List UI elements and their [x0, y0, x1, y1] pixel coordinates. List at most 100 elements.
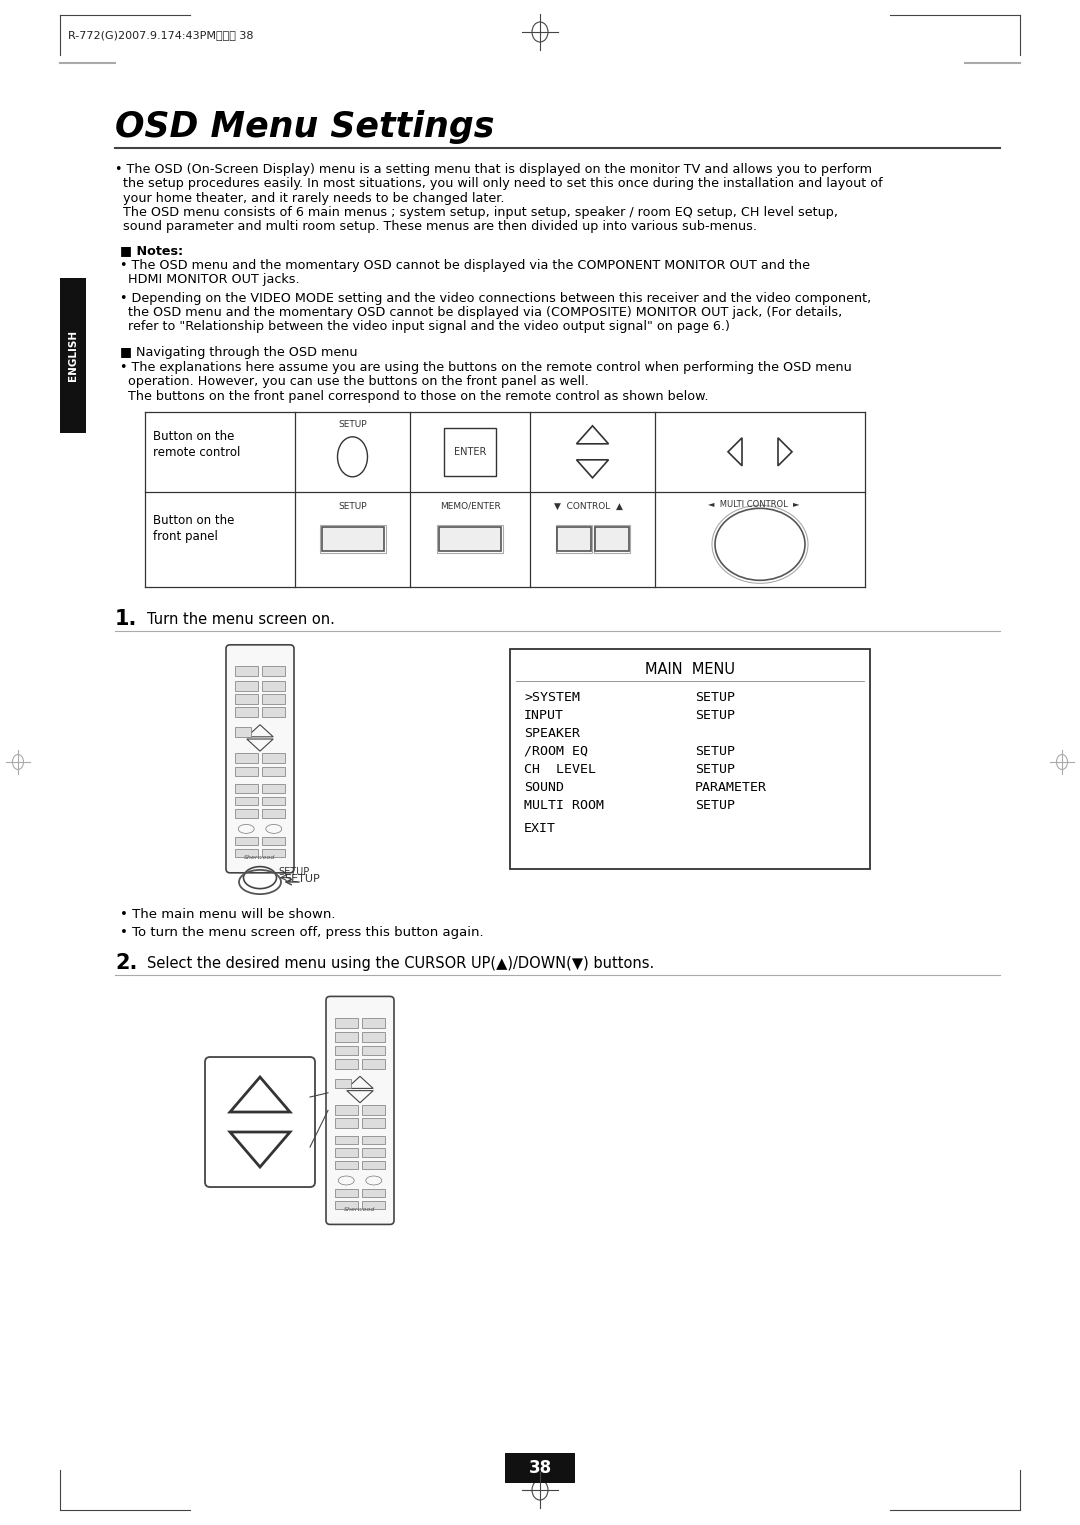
- Bar: [234, 849, 258, 857]
- Text: ENGLISH: ENGLISH: [68, 329, 78, 381]
- Bar: [262, 810, 285, 817]
- Bar: [234, 708, 258, 717]
- FancyBboxPatch shape: [205, 1057, 315, 1186]
- Bar: [262, 837, 285, 845]
- Text: MAIN  MENU: MAIN MENU: [645, 662, 735, 677]
- Bar: [335, 1058, 357, 1069]
- Text: your home theater, and it rarely needs to be changed later.: your home theater, and it rarely needs t…: [114, 192, 504, 204]
- Text: SPEAKER: SPEAKER: [524, 727, 580, 740]
- Text: • Depending on the VIDEO MODE setting and the video connections between this rec: • Depending on the VIDEO MODE setting an…: [120, 291, 872, 305]
- Bar: [363, 1200, 386, 1209]
- Text: SETUP: SETUP: [696, 709, 735, 721]
- Text: ■ Notes:: ■ Notes:: [120, 244, 184, 258]
- Bar: [234, 753, 258, 762]
- Bar: [60, 278, 86, 433]
- Bar: [320, 525, 386, 554]
- Bar: [234, 680, 258, 691]
- Text: SETUP: SETUP: [338, 419, 367, 429]
- Bar: [322, 528, 383, 552]
- Bar: [363, 1161, 386, 1170]
- Text: • The explanations here assume you are using the buttons on the remote control w: • The explanations here assume you are u…: [120, 361, 852, 374]
- Bar: [335, 1019, 357, 1028]
- Bar: [234, 784, 258, 793]
- Text: Sherwood: Sherwood: [244, 856, 275, 860]
- Text: ENTER: ENTER: [454, 447, 486, 458]
- Bar: [594, 525, 630, 554]
- Bar: [234, 727, 251, 737]
- Bar: [444, 429, 496, 476]
- Bar: [363, 1136, 386, 1144]
- Text: the setup procedures easily. In most situations, you will only need to set this : the setup procedures easily. In most sit…: [114, 177, 882, 191]
- Text: operation. However, you can use the buttons on the front panel as well.: operation. However, you can use the butt…: [120, 375, 589, 389]
- Text: /ROOM EQ: /ROOM EQ: [524, 746, 588, 758]
- Bar: [363, 1058, 386, 1069]
- Text: SETUP: SETUP: [338, 502, 367, 511]
- Bar: [335, 1078, 351, 1089]
- Text: SOUND: SOUND: [524, 781, 564, 795]
- Bar: [234, 810, 258, 817]
- Text: SETUP: SETUP: [284, 874, 320, 884]
- Bar: [262, 753, 285, 762]
- Text: sound parameter and multi room setup. These menus are then divided up into vario: sound parameter and multi room setup. Th…: [114, 220, 757, 233]
- Text: SETUP: SETUP: [696, 691, 735, 705]
- Text: remote control: remote control: [153, 445, 241, 459]
- Bar: [335, 1136, 357, 1144]
- Text: CH  LEVEL: CH LEVEL: [524, 762, 596, 776]
- Bar: [363, 1046, 386, 1055]
- Bar: [234, 694, 258, 705]
- Text: MEMO/ENTER: MEMO/ENTER: [440, 502, 501, 511]
- Bar: [556, 528, 591, 552]
- Bar: [363, 1148, 386, 1156]
- Bar: [335, 1148, 357, 1156]
- Text: SETUP: SETUP: [696, 746, 735, 758]
- Text: 2.: 2.: [114, 953, 137, 973]
- Bar: [438, 528, 501, 552]
- Text: MULTI ROOM: MULTI ROOM: [524, 799, 604, 813]
- Text: SETUP: SETUP: [696, 799, 735, 813]
- Bar: [363, 1019, 386, 1028]
- Bar: [234, 666, 258, 676]
- Text: R-772(G)2007.9.174:43PM페이지 38: R-772(G)2007.9.174:43PM페이지 38: [68, 30, 254, 40]
- Bar: [262, 708, 285, 717]
- Text: Select the desired menu using the CURSOR UP(▲)/DOWN(▼) buttons.: Select the desired menu using the CURSOR…: [147, 956, 654, 971]
- Bar: [234, 796, 258, 805]
- Text: The buttons on the front panel correspond to those on the remote control as show: The buttons on the front panel correspon…: [120, 389, 708, 403]
- Text: PARAMETER: PARAMETER: [696, 781, 767, 795]
- Text: Button on the: Button on the: [153, 430, 234, 442]
- Bar: [335, 1106, 357, 1115]
- Bar: [335, 1200, 357, 1209]
- Bar: [335, 1161, 357, 1170]
- Text: SETUP: SETUP: [278, 866, 309, 877]
- Bar: [335, 1032, 357, 1042]
- Bar: [262, 680, 285, 691]
- Text: • The OSD menu and the momentary OSD cannot be displayed via the COMPONENT MONIT: • The OSD menu and the momentary OSD can…: [120, 259, 810, 271]
- FancyBboxPatch shape: [226, 645, 294, 872]
- Text: front panel: front panel: [153, 529, 218, 543]
- Bar: [262, 666, 285, 676]
- Text: the OSD menu and the momentary OSD cannot be displayed via (COMPOSITE) MONITOR O: the OSD menu and the momentary OSD canno…: [120, 307, 842, 319]
- Text: • The main menu will be shown.: • The main menu will be shown.: [120, 909, 336, 921]
- Text: >SYSTEM: >SYSTEM: [524, 691, 580, 705]
- Text: 38: 38: [528, 1459, 552, 1478]
- Text: ▼  CONTROL  ▲: ▼ CONTROL ▲: [554, 502, 623, 511]
- Text: Sherwood: Sherwood: [345, 1206, 376, 1212]
- Bar: [555, 525, 592, 554]
- Bar: [363, 1106, 386, 1115]
- Text: • The OSD (On-Screen Display) menu is a setting menu that is displayed on the mo: • The OSD (On-Screen Display) menu is a …: [114, 163, 872, 175]
- Bar: [363, 1032, 386, 1042]
- Text: OSD Menu Settings: OSD Menu Settings: [114, 110, 495, 143]
- Text: EXIT: EXIT: [524, 822, 556, 836]
- FancyBboxPatch shape: [326, 996, 394, 1225]
- Bar: [510, 648, 870, 869]
- Text: SETUP: SETUP: [696, 762, 735, 776]
- Bar: [335, 1190, 357, 1197]
- Bar: [363, 1190, 386, 1197]
- Bar: [262, 796, 285, 805]
- Bar: [262, 767, 285, 776]
- Text: Turn the menu screen on.: Turn the menu screen on.: [147, 612, 335, 627]
- Bar: [363, 1118, 386, 1128]
- Text: Button on the: Button on the: [153, 514, 234, 526]
- Bar: [437, 525, 503, 554]
- Text: • To turn the menu screen off, press this button again.: • To turn the menu screen off, press thi…: [120, 926, 484, 939]
- Text: INPUT: INPUT: [524, 709, 564, 721]
